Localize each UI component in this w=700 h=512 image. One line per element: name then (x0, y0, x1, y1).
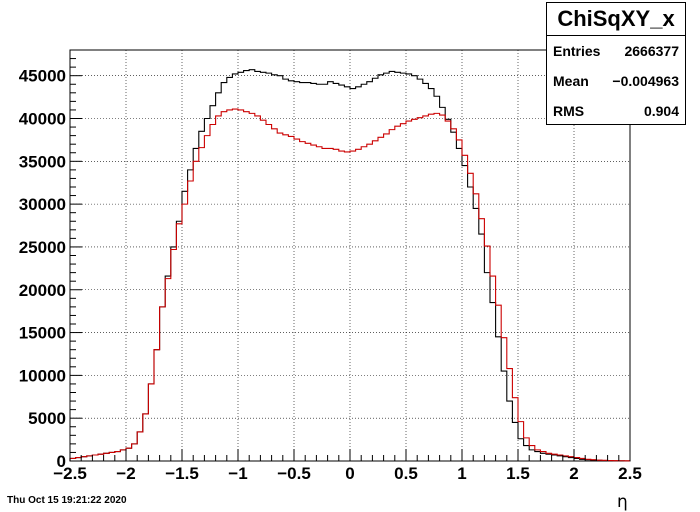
stats-box: ChiSqXY_x Entries 2666377 Mean −0.004963… (546, 2, 686, 125)
y-tick-label: 35000 (19, 152, 66, 171)
y-tick-label: 10000 (19, 366, 66, 385)
y-tick-label: 45000 (19, 67, 66, 86)
stats-mean-row: Mean −0.004963 (553, 71, 679, 91)
y-tick-label: 40000 (19, 110, 66, 129)
x-tick-label: −2 (116, 464, 135, 483)
stats-title: ChiSqXY_x (547, 3, 685, 36)
axes: −2.5 −2 −1.5 −1 −0.5 0 0.5 1 1.5 2 2.5 0 5000 10000 15… (19, 49, 642, 483)
x-tick-label: 0.5 (394, 464, 418, 483)
x-axis-title: η (617, 492, 628, 512)
timestamp: Thu Oct 15 19:21:22 2020 (7, 495, 127, 506)
y-tick-label: 30000 (19, 195, 66, 214)
rms-label: RMS (553, 103, 585, 119)
x-tick-label: −0.5 (277, 464, 311, 483)
y-tick-label: 20000 (19, 281, 66, 300)
x-tick-label: 2.5 (618, 464, 642, 483)
entries-label: Entries (553, 43, 601, 59)
grid (70, 50, 630, 461)
mean-label: Mean (553, 73, 589, 89)
x-tick-label: 2 (569, 464, 578, 483)
series-group (69, 69, 631, 462)
y-tick-label: 15000 (19, 324, 66, 343)
x-tick-label: 1 (457, 464, 466, 483)
x-tick-label: 0 (345, 464, 354, 483)
y-tick-label: 0 (57, 452, 66, 471)
x-tick-label: −1.5 (165, 464, 199, 483)
mean-value: −0.004963 (612, 73, 679, 89)
x-tick-label: 1.5 (506, 464, 530, 483)
entries-value: 2666377 (624, 43, 679, 59)
histogram-series-2 (69, 108, 631, 462)
stats-entries-row: Entries 2666377 (553, 41, 679, 61)
x-tick-label: −1 (228, 464, 247, 483)
y-tick-label: 25000 (19, 238, 66, 257)
stats-rms-row: RMS 0.904 (553, 101, 679, 121)
rms-value: 0.904 (643, 103, 679, 119)
x-tick-label: −2.5 (53, 464, 87, 483)
y-tick-label: 5000 (28, 409, 66, 428)
